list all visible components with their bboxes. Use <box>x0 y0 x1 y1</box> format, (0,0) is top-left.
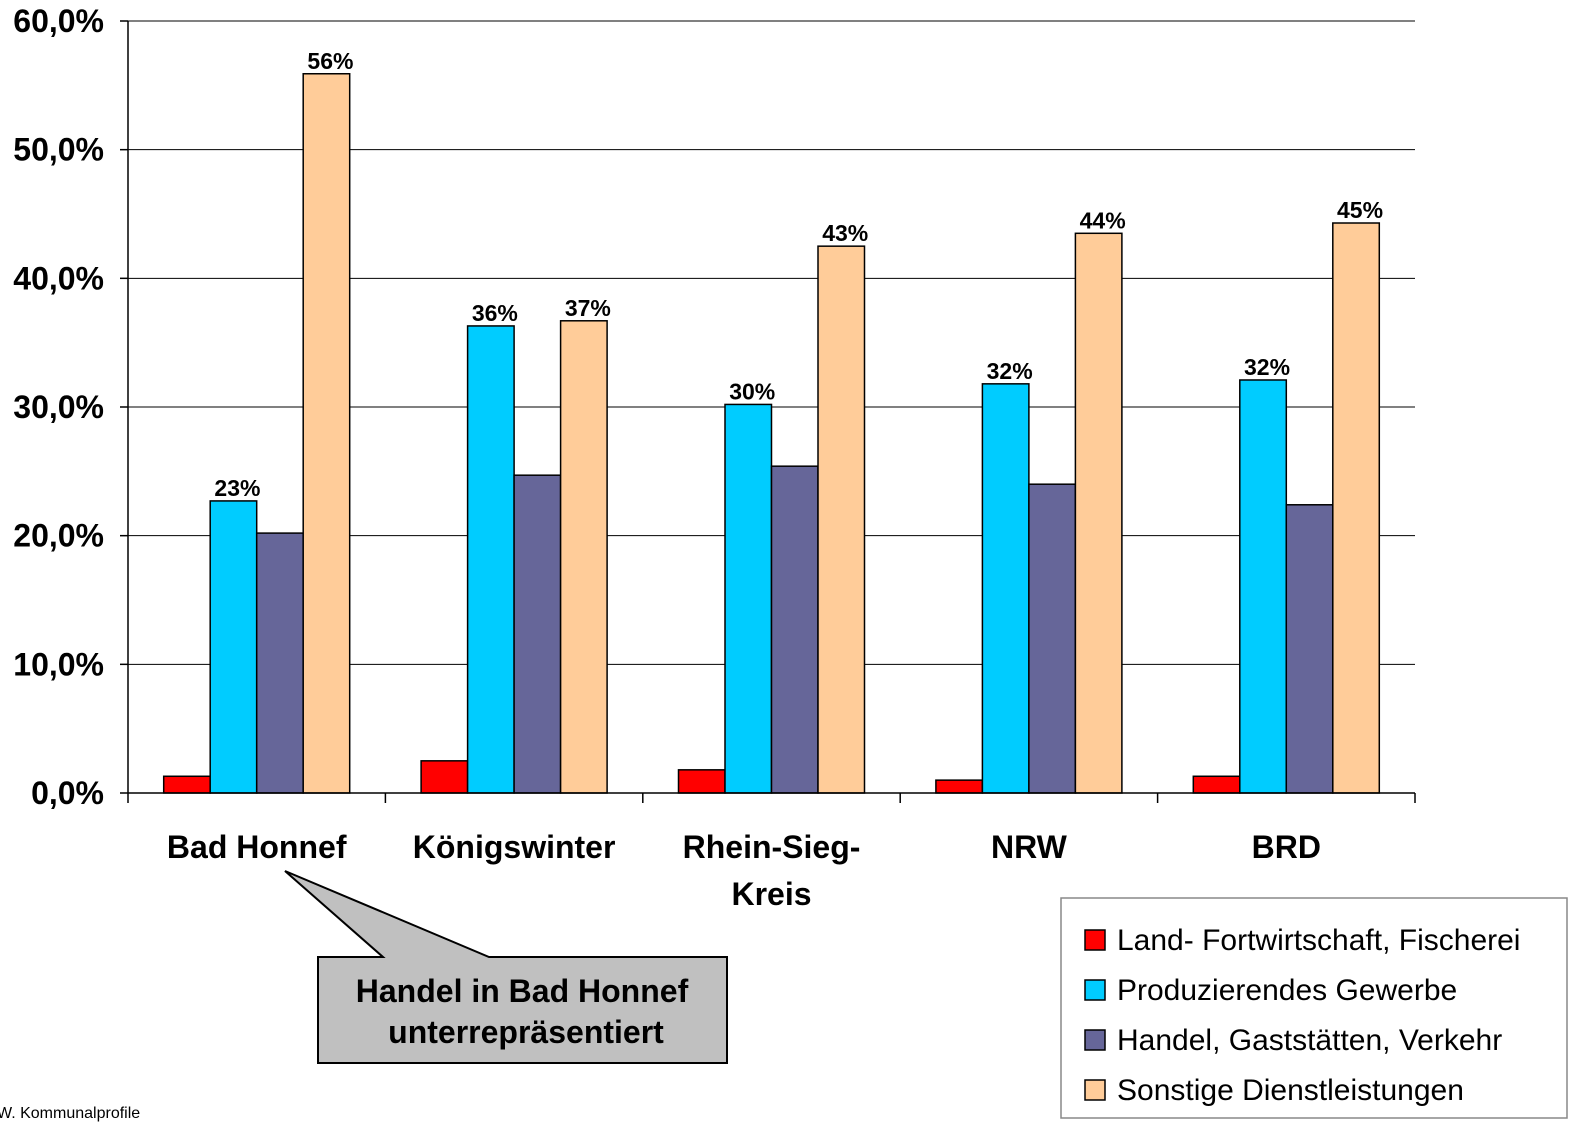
x-category-label: Rhein-Sieg- <box>683 829 861 865</box>
data-label: 37% <box>565 295 611 321</box>
category-labels: Bad Honnef Königswinter Rhein-Sieg- Kreis NR… <box>167 829 1321 912</box>
bar <box>466 325 515 794</box>
legend-swatch <box>1084 929 1106 951</box>
legend-label: Produzierendes Gewerbe <box>1117 974 1457 1007</box>
y-tick-label: 60,0% <box>13 3 104 39</box>
data-label: 32% <box>1244 354 1290 380</box>
bar <box>981 383 1030 794</box>
bar <box>935 779 984 794</box>
bar <box>302 73 351 794</box>
bar <box>255 532 304 794</box>
bar <box>1285 504 1334 794</box>
bar <box>1192 775 1241 794</box>
data-labels: 23% 56% 36% 37% 30% 43% 32% 44% 32% 45% <box>214 48 1383 501</box>
x-category-label: NRW <box>991 829 1068 865</box>
legend-swatch <box>1084 1029 1106 1051</box>
y-axis-ticks: 0,0% 10,0% 20,0% 30,0% 40,0% 50,0% 60,0% <box>13 3 128 811</box>
data-label: 30% <box>729 378 775 404</box>
y-tick-label: 50,0% <box>13 132 104 168</box>
bar <box>817 245 866 794</box>
legend-label: Land- Fortwirtschaft, Fischerei <box>1117 924 1520 957</box>
x-category-label: Bad Honnef <box>167 829 347 865</box>
x-category-label: BRD <box>1252 829 1321 865</box>
x-category-label: Kreis <box>731 876 811 912</box>
bar <box>1239 379 1288 794</box>
bar <box>724 403 773 794</box>
data-label: 23% <box>214 475 260 501</box>
data-label: 56% <box>307 48 353 74</box>
y-tick-label: 20,0% <box>13 518 104 554</box>
legend-swatch <box>1084 1079 1106 1101</box>
y-tick-label: 40,0% <box>13 260 104 296</box>
bar <box>677 769 726 794</box>
bar <box>513 474 562 794</box>
source-note: W. Kommunalprofile <box>0 1105 140 1122</box>
bar <box>1074 232 1123 794</box>
callout-shape <box>284 870 728 1064</box>
bar <box>559 320 608 794</box>
legend-label: Sonstige Dienstleistungen <box>1117 1074 1464 1107</box>
callout-line-1: Handel in Bad Honnef <box>356 973 689 1009</box>
legend: Land- Fortwirtschaft, Fischerei Produzier… <box>1060 897 1568 1119</box>
bar <box>1028 483 1077 794</box>
legend-swatch <box>1084 979 1106 1001</box>
bar <box>162 775 211 794</box>
data-label: 32% <box>987 358 1033 384</box>
data-label: 44% <box>1080 207 1126 233</box>
bar <box>420 760 469 794</box>
legend-box <box>1060 897 1568 1119</box>
y-tick-label: 30,0% <box>13 389 104 425</box>
bar <box>770 465 819 794</box>
x-category-label: Königswinter <box>413 829 616 865</box>
data-label: 45% <box>1337 197 1383 223</box>
callout-annotation: Handel in Bad Honnef unterrepräsentiert <box>284 870 728 1064</box>
y-tick-label: 0,0% <box>31 775 104 811</box>
bar <box>1332 222 1381 794</box>
callout-line-2: unterrepräsentiert <box>388 1014 664 1050</box>
bars <box>162 73 1381 794</box>
legend-label: Handel, Gaststätten, Verkehr <box>1117 1024 1502 1057</box>
bar <box>209 500 258 794</box>
data-label: 36% <box>472 300 518 326</box>
axes <box>127 21 1416 803</box>
data-label: 43% <box>822 220 868 246</box>
y-tick-label: 10,0% <box>13 646 104 682</box>
